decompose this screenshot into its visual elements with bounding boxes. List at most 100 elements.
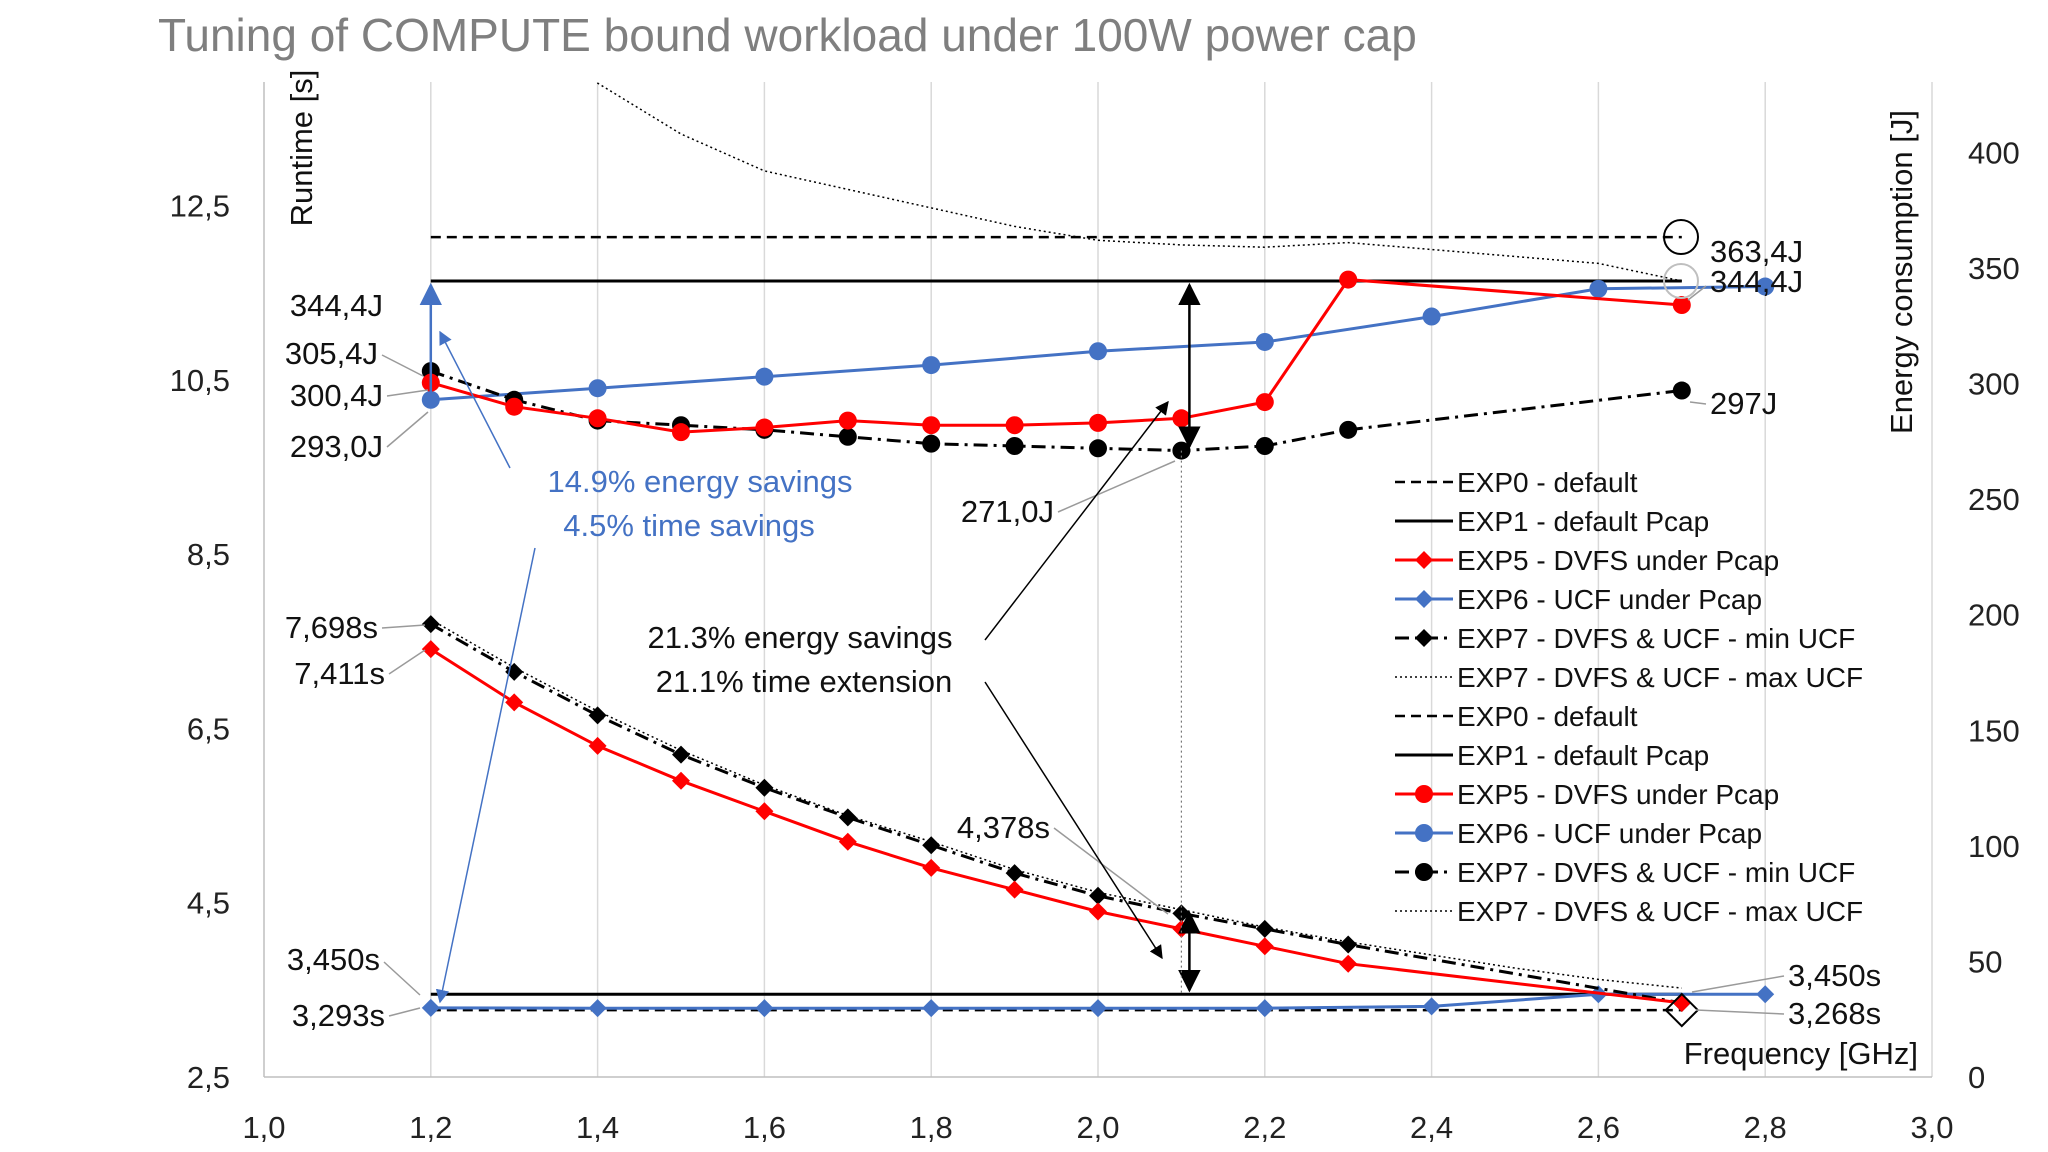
data-point: [1005, 416, 1024, 435]
legend-marker: [1415, 863, 1433, 881]
y-tick-label: 12,5: [170, 189, 230, 224]
x-tick-label: 1,6: [743, 1110, 786, 1145]
data-point: [588, 706, 607, 725]
data-point: [421, 615, 440, 634]
leader-line: [388, 649, 426, 675]
highlight-circle: [1663, 219, 1699, 256]
x-tick-label: 1,4: [576, 1110, 619, 1145]
energy-label: 293,0J: [290, 429, 383, 464]
savings-text: 21.1% time extension: [656, 664, 952, 699]
chart-title: Tuning of COMPUTE bound workload under 1…: [158, 9, 1417, 61]
legend-label: EXP5 - DVFS under Pcap: [1457, 545, 1779, 576]
data-point: [755, 802, 774, 821]
x-tick-label: 2,4: [1410, 1110, 1453, 1145]
y-axis-label: Runtime [s]: [284, 70, 319, 227]
legend-marker: [1415, 551, 1433, 569]
data-point: [1589, 279, 1608, 298]
energy-label: 305,4J: [285, 336, 378, 371]
leader-line: [1053, 827, 1169, 915]
legend-label: EXP1 - default Pcap: [1457, 740, 1709, 771]
data-point: [838, 808, 857, 827]
runtime-label: 3,450s: [287, 942, 380, 977]
legend-label: EXP7 - DVFS & UCF - min UCF: [1457, 857, 1855, 888]
data-point: [1255, 937, 1274, 956]
leader-line: [1689, 401, 1707, 405]
runtime-label: 3,450s: [1788, 958, 1881, 993]
series-line-energy-10: [430, 369, 1682, 453]
y-tick-label: 6,5: [187, 711, 230, 746]
data-point: [1422, 997, 1441, 1016]
data-point: [421, 998, 440, 1017]
data-point: [1089, 342, 1107, 361]
legend-label: EXP6 - UCF under Pcap: [1457, 584, 1762, 615]
data-point: [672, 771, 690, 790]
data-point: [505, 693, 524, 712]
data-point: [672, 423, 690, 442]
series-line-runtime-5: [430, 618, 1682, 989]
data-point: [1255, 393, 1274, 412]
energy-label: 271,0J: [961, 494, 1054, 529]
data-point: [1339, 935, 1358, 954]
series-line-energy-11: [595, 82, 1682, 282]
runtime-label: 3,293s: [292, 998, 385, 1033]
axes: 1,0 1,2 1,4 1,6 1,8 2,0 2,2 2,4 2,6 2,8 3,0 2,5 4,5 6…: [170, 70, 2020, 1145]
highlight-circle: [1663, 262, 1699, 299]
data-point: [1089, 413, 1107, 432]
runtime-label: 7,698s: [285, 610, 378, 645]
y2-tick-label: 300: [1968, 367, 2020, 402]
y2-tick-label: 400: [1968, 135, 2020, 170]
data-point: [1756, 985, 1775, 1004]
data-point: [1089, 999, 1107, 1018]
data-point: [421, 640, 440, 659]
data-point: [1089, 902, 1107, 921]
y-tick-label: 4,5: [187, 886, 230, 921]
y-tick-label: 8,5: [187, 537, 230, 572]
data-point: [588, 999, 607, 1018]
runtime-label: 4,378s: [957, 810, 1050, 845]
y2-tick-label: 150: [1968, 713, 2020, 748]
data-point: [922, 858, 941, 877]
energy-label: 300,4J: [290, 378, 383, 413]
data-point: [505, 397, 524, 416]
savings-arrow: [435, 547, 536, 1004]
data-point: [1089, 439, 1107, 458]
leader-line: [386, 411, 429, 448]
data-point: [1172, 409, 1191, 428]
x-tick-label: 2,6: [1577, 1110, 1620, 1145]
data-point: [1255, 332, 1274, 351]
data-point: [1339, 420, 1358, 439]
legend-label: EXP7 - DVFS & UCF - max UCF: [1457, 662, 1863, 693]
savings-text: 4.5% time savings: [563, 508, 815, 543]
legend-label: EXP0 - default: [1457, 467, 1638, 498]
data-point: [588, 379, 607, 398]
legend-label: EXP6 - UCF under Pcap: [1457, 818, 1762, 849]
data-point: [1339, 270, 1358, 289]
y-tick-label: 10,5: [170, 363, 230, 398]
highlight-diamond: [1664, 992, 1700, 1028]
data-point: [755, 999, 774, 1018]
energy-label: 297J: [1710, 386, 1777, 421]
data-point: [755, 778, 774, 797]
leader-line: [1695, 1009, 1785, 1015]
y2-tick-label: 350: [1968, 251, 2020, 286]
legend-marker: [1415, 785, 1433, 803]
leader-line: [1687, 285, 1707, 301]
x-tick-label: 2,2: [1243, 1110, 1286, 1145]
annotations: 344,4J305,4J300,4J293,0J363,4J344,4J297J…: [285, 219, 1881, 1033]
energy-label: 344,4J: [290, 288, 383, 323]
leader-line: [383, 961, 421, 996]
savings-arrow: [984, 681, 1163, 960]
data-point: [672, 745, 690, 764]
leader-line: [1691, 975, 1785, 993]
x-tick-label: 2,0: [1076, 1110, 1119, 1145]
data-point: [1672, 993, 1691, 1012]
data-point: [922, 416, 941, 435]
data-point: [1255, 919, 1274, 938]
legend-marker: [1415, 824, 1433, 842]
data-point: [922, 999, 941, 1018]
legend-label: EXP5 - DVFS under Pcap: [1457, 779, 1779, 810]
legend-label: EXP7 - DVFS & UCF - max UCF: [1457, 896, 1863, 927]
data-point: [588, 736, 607, 755]
y2-tick-label: 250: [1968, 482, 2020, 517]
